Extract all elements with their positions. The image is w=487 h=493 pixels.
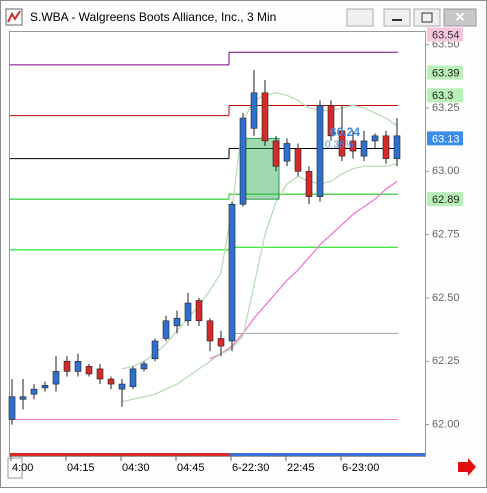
- plot-area: [9, 31, 426, 457]
- candle-body: [338, 130, 346, 157]
- x-tick-label: 4:00: [12, 462, 33, 474]
- app-icon-glyph: [7, 10, 21, 23]
- y-tick-label: 62.75: [432, 229, 460, 241]
- candle-body: [63, 360, 71, 372]
- price-marker: [427, 192, 463, 207]
- candle-body: [305, 171, 313, 197]
- candle-body: [206, 320, 214, 342]
- candle-body: [261, 92, 269, 142]
- position-change: 60.24: [330, 125, 360, 139]
- scroll-box[interactable]: [7, 457, 23, 479]
- overlay-line: [121, 163, 398, 403]
- candle-body: [239, 117, 247, 205]
- session-bar: [10, 453, 229, 456]
- candle-body: [217, 338, 225, 347]
- candle-body: [151, 340, 159, 360]
- chart: 62.00 62.25 62.50 62.75 63.00 63.25 63.50 4:00 0…: [8, 27, 463, 474]
- candle-body: [349, 140, 357, 152]
- close-button[interactable]: [443, 8, 477, 27]
- candle-body: [74, 360, 82, 372]
- candle-body: [8, 396, 16, 420]
- x-tick-label: 04:30: [122, 462, 150, 474]
- price-marker: [427, 88, 463, 103]
- scroll-arrow[interactable]: [458, 458, 476, 476]
- position-change-pct: 0.38%: [325, 140, 353, 151]
- price-marker-label: 63.3: [432, 90, 453, 102]
- candle-body: [19, 396, 27, 400]
- restore-button[interactable]: [413, 8, 441, 27]
- candle-body: [30, 388, 38, 395]
- price-marker: [427, 131, 463, 146]
- y-tick-label: 63.00: [432, 165, 460, 177]
- candle-body: [140, 363, 148, 370]
- candle-body: [382, 135, 390, 159]
- candle-body: [41, 385, 49, 389]
- overlay-line: [121, 92, 398, 370]
- price-marker: [427, 65, 463, 80]
- candle-body: [327, 105, 335, 137]
- price-marker-label: 62.89: [432, 194, 460, 206]
- y-tick-label: 62.00: [432, 419, 460, 431]
- price-marker: [427, 27, 463, 42]
- candle-body: [195, 300, 203, 322]
- overlay-line: [209, 180, 398, 360]
- price-marker-label: 63.54: [432, 29, 460, 41]
- restore-glyph: [421, 12, 433, 23]
- candle-body: [162, 320, 170, 339]
- candle-body: [118, 383, 126, 390]
- minimize-button[interactable]: [383, 8, 411, 27]
- x-tick-label: 6-22:30: [232, 462, 269, 474]
- x-tick-label: 04:15: [67, 462, 95, 474]
- candle-body: [107, 378, 115, 385]
- candle-body: [173, 317, 181, 327]
- session-bar: [229, 453, 425, 456]
- x-tick-label: 6-23:00: [342, 462, 379, 474]
- candle-body: [96, 368, 104, 380]
- candle-body: [228, 203, 236, 342]
- candle-body: [184, 302, 192, 322]
- y-tick-label: 63.25: [432, 102, 460, 114]
- candle-body: [52, 371, 60, 385]
- candle-body: [316, 105, 324, 197]
- candle-body: [283, 143, 291, 162]
- candle-body: [250, 92, 258, 129]
- window-title: S.WBA - Walgreens Boots Alliance, Inc., …: [30, 10, 276, 24]
- candle-body: [393, 135, 401, 159]
- y-tick-label: 62.25: [432, 355, 460, 367]
- candle-body: [371, 135, 379, 142]
- price-marker-label: 63.13: [432, 133, 460, 145]
- link-button[interactable]: [346, 8, 374, 27]
- close-glyph: ✕: [455, 9, 466, 24]
- y-tick-label: 63.50: [432, 39, 460, 51]
- price-marker-label: 63.39: [432, 67, 460, 79]
- y-tick-label: 62.50: [432, 292, 460, 304]
- candle-body: [85, 366, 93, 375]
- candle-body: [272, 140, 280, 167]
- candle-body: [129, 368, 137, 387]
- x-tick-label: 22:45: [287, 462, 315, 474]
- candle-body: [294, 148, 302, 172]
- x-tick-label: 04:45: [177, 462, 205, 474]
- candle-body: [360, 140, 368, 157]
